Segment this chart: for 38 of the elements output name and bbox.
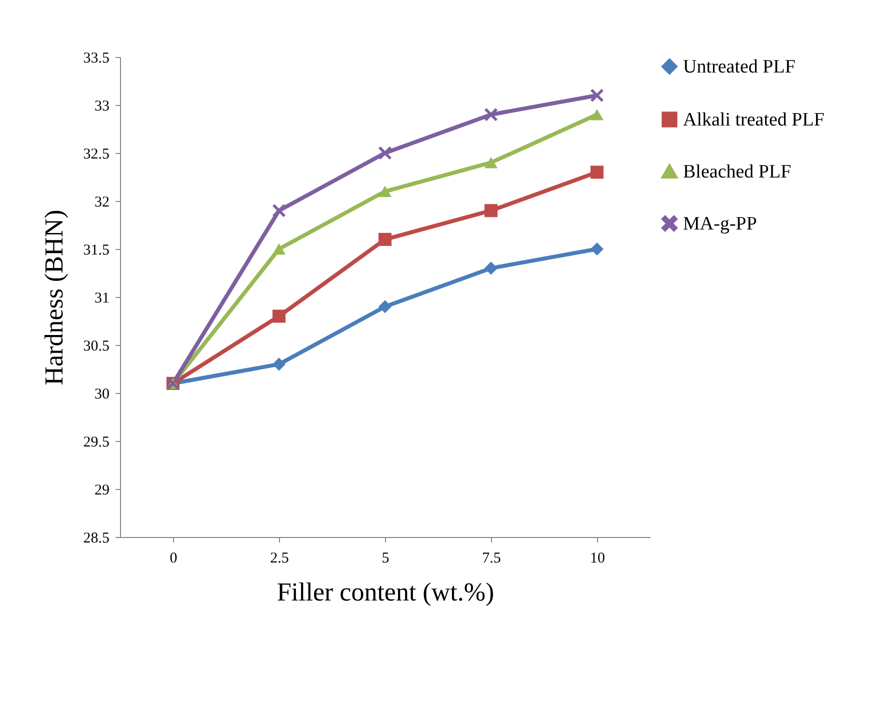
y-tick-label: 30 xyxy=(94,386,110,402)
y-tick-label: 28.5 xyxy=(83,530,110,546)
point xyxy=(484,108,498,122)
point xyxy=(590,242,604,256)
y-tick-label: 29.5 xyxy=(83,434,110,450)
x-tick-label: 7.5 xyxy=(482,550,501,566)
point xyxy=(590,166,604,179)
x-tick-label: 0 xyxy=(170,550,178,566)
x-axis-title: Filler content (wt.%) xyxy=(276,578,494,606)
point xyxy=(272,204,286,218)
point xyxy=(272,243,286,255)
point xyxy=(378,146,392,160)
legend-label: MA-g-PP xyxy=(683,214,757,234)
x-tick-label: 5 xyxy=(382,550,390,566)
point xyxy=(590,108,604,120)
legend-label: Bleached PLF xyxy=(683,162,792,182)
y-tick-label: 33.5 xyxy=(83,50,110,66)
point xyxy=(378,232,392,246)
point xyxy=(484,262,498,275)
legend-label: Alkali treated PLF xyxy=(683,110,824,130)
point xyxy=(272,358,286,371)
y-tick-label: 31.5 xyxy=(83,242,110,258)
y-tick-label: 29 xyxy=(94,482,110,498)
point xyxy=(484,204,498,218)
y-tick-label: 30.5 xyxy=(83,338,110,354)
point xyxy=(378,300,392,314)
x-tick-label: 2.5 xyxy=(270,550,289,566)
y-tick-label: 32.5 xyxy=(83,146,110,162)
point xyxy=(590,88,604,102)
point xyxy=(272,310,286,323)
y-axis-title: Hardness (BHN) xyxy=(39,210,68,386)
y-tick-label: 32 xyxy=(94,194,110,210)
legend-label: Untreated PLF xyxy=(683,56,796,78)
y-tick-label: 33 xyxy=(94,98,110,114)
x-tick-label: 10 xyxy=(590,550,605,566)
y-tick-label: 31 xyxy=(94,290,110,306)
point xyxy=(484,156,498,168)
point xyxy=(378,186,392,198)
